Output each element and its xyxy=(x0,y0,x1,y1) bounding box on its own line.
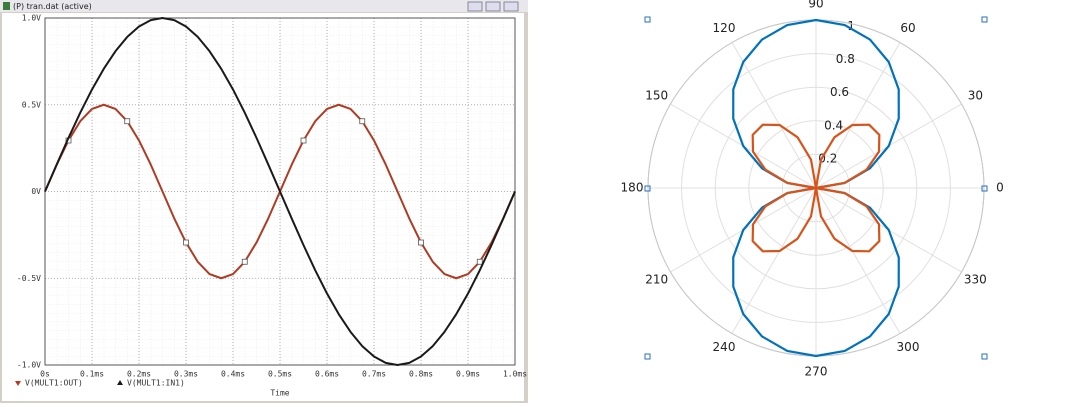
x-tick-label: 0s xyxy=(40,370,50,379)
x-tick-label: 0.6ms xyxy=(315,370,339,379)
y-tick-label: -1.0V xyxy=(17,361,41,370)
x-tick-label: 0.3ms xyxy=(174,370,198,379)
y-tick-label: 1.0V xyxy=(22,14,41,23)
point-marker xyxy=(300,137,307,144)
x-tick-label: 0.9ms xyxy=(456,370,480,379)
legend-label: V(MULT1:OUT) xyxy=(25,379,83,388)
restore-button[interactable] xyxy=(485,1,501,12)
y-tick-label: -0.5V xyxy=(17,274,41,283)
y-tick-label: 0V xyxy=(31,187,41,196)
x-axis-label: Time xyxy=(270,389,289,398)
close-button[interactable] xyxy=(503,1,519,12)
theta-tick-label: 180 xyxy=(621,181,644,195)
point-marker xyxy=(124,118,131,125)
series-line xyxy=(44,17,516,366)
point-marker xyxy=(418,239,424,246)
grid-line xyxy=(731,42,817,189)
x-tick-label: 1.0ms xyxy=(503,370,527,379)
y-tick-label: 0.5V xyxy=(22,100,41,109)
theta-tick-label: 0 xyxy=(996,181,1004,195)
x-tick-label: 0.7ms xyxy=(362,370,386,379)
theta-tick-label: 300 xyxy=(897,340,920,354)
grid-line xyxy=(714,86,918,290)
x-tick-label: 0.4ms xyxy=(221,370,245,379)
point-marker xyxy=(476,258,483,265)
r-tick-label: 0.6 xyxy=(830,85,849,99)
theta-tick-label: 150 xyxy=(645,89,668,103)
theta-tick-label: 330 xyxy=(964,273,987,287)
theta-tick-label: 30 xyxy=(968,89,983,103)
window-icon xyxy=(3,2,10,10)
x-tick-label: 0.1ms xyxy=(80,370,104,379)
window-title: (P) tran.dat (active) xyxy=(13,2,92,11)
x-tick-label: 0.2ms xyxy=(127,370,151,379)
theta-tick-label: 90 xyxy=(808,0,823,11)
point-marker xyxy=(359,118,366,125)
theta-tick-label: 270 xyxy=(805,365,828,379)
r-tick-label: 0.8 xyxy=(836,52,855,66)
theta-tick-label: 60 xyxy=(900,21,915,35)
theta-tick-label: 240 xyxy=(713,340,736,354)
grid-line xyxy=(815,187,901,334)
minimize-button[interactable] xyxy=(467,1,483,12)
legend-symbol xyxy=(117,380,123,385)
grid-line xyxy=(748,120,884,256)
grid-line xyxy=(681,53,951,323)
grid-line xyxy=(815,42,901,189)
legend-symbol xyxy=(15,381,21,386)
r-tick-label: 1 xyxy=(847,19,855,33)
legend-label: V(MULT1:IN1) xyxy=(127,379,185,388)
left-chart: -1.0V -0.5V 0V 0.5V 1.0V 0s 0.1ms 0.2ms 0.3ms 0.4… xyxy=(15,14,527,398)
right-chart: 03060901201501802102402703003300.20.40.6… xyxy=(621,0,1004,379)
grid-line xyxy=(731,187,817,334)
title-bar xyxy=(0,0,528,12)
point-marker xyxy=(183,239,189,246)
selection-handles xyxy=(644,16,988,360)
theta-tick-label: 210 xyxy=(645,273,668,287)
x-tick-label: 0.8ms xyxy=(409,370,433,379)
r-tick-label: 0.4 xyxy=(824,118,843,132)
point-marker xyxy=(241,258,248,265)
x-tick-label: 0.5ms xyxy=(268,370,292,379)
theta-tick-label: 120 xyxy=(713,21,736,35)
grid-line xyxy=(781,153,851,223)
series-line xyxy=(751,123,881,253)
